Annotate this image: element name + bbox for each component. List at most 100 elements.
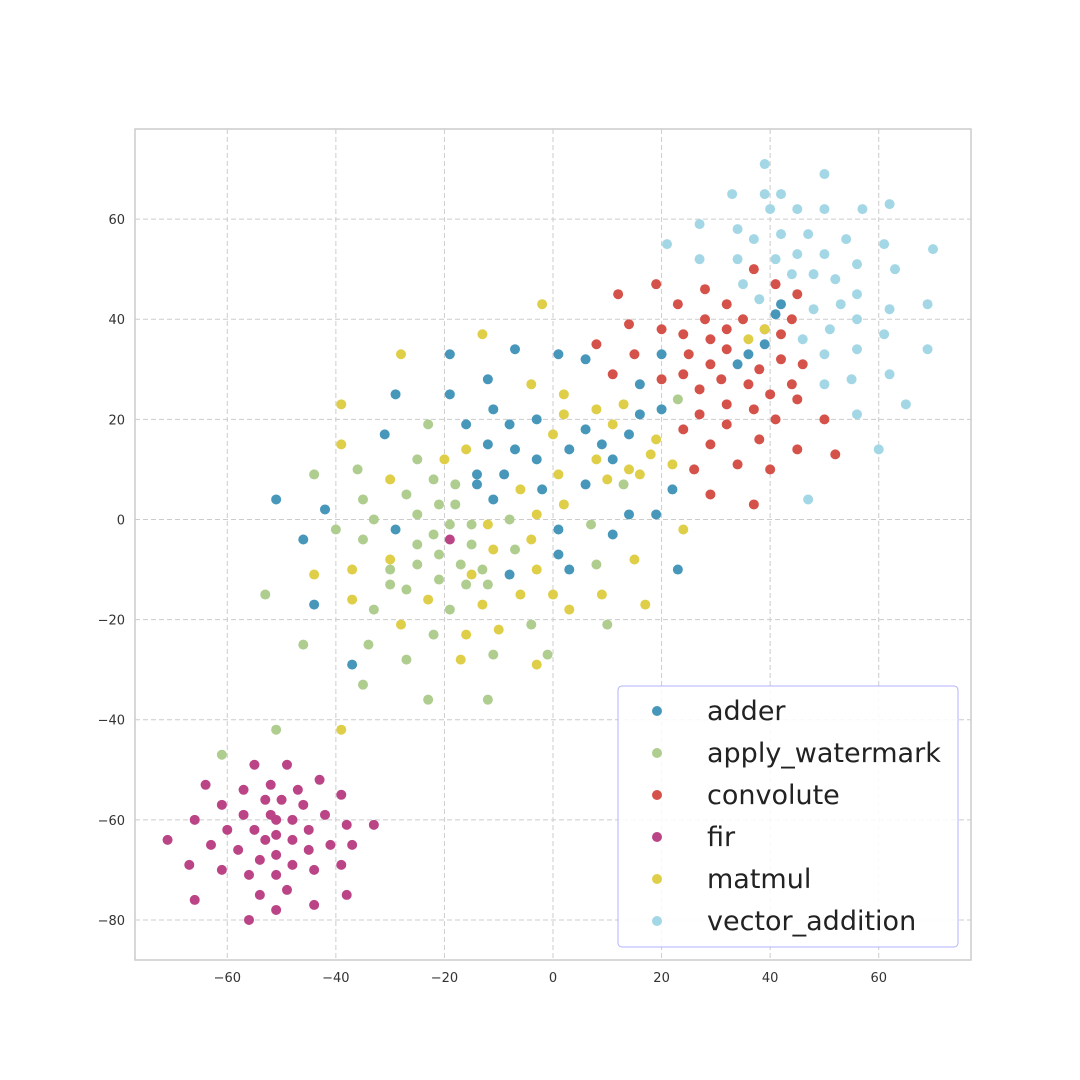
data-point xyxy=(765,204,776,215)
data-point xyxy=(434,549,444,560)
data-point xyxy=(423,594,434,605)
data-point xyxy=(531,454,542,465)
series-adder xyxy=(271,299,786,670)
data-point xyxy=(738,314,748,325)
data-point xyxy=(922,344,933,355)
data-point xyxy=(526,619,537,630)
data-point xyxy=(667,459,678,470)
data-point xyxy=(271,814,282,825)
data-point xyxy=(591,559,602,570)
data-point xyxy=(216,749,227,760)
data-point xyxy=(249,824,260,835)
y-tick-label: 60 xyxy=(108,213,125,228)
data-point xyxy=(808,304,819,315)
x-tick-label: 40 xyxy=(762,971,779,986)
data-point xyxy=(412,539,423,550)
data-point xyxy=(450,479,461,490)
data-point xyxy=(504,419,515,430)
x-tick-label: −40 xyxy=(322,971,349,986)
data-point xyxy=(368,819,379,830)
data-point xyxy=(439,454,450,465)
data-point xyxy=(444,349,455,360)
data-point xyxy=(846,374,857,385)
data-point xyxy=(591,454,602,465)
data-point xyxy=(852,289,862,300)
data-point xyxy=(797,359,808,370)
data-point xyxy=(748,264,759,275)
data-point xyxy=(732,254,743,265)
data-point xyxy=(640,599,651,610)
data-point xyxy=(184,859,195,870)
legend-marker xyxy=(652,874,662,884)
data-point xyxy=(200,779,211,790)
data-point xyxy=(271,724,282,735)
data-point xyxy=(689,464,700,475)
data-point xyxy=(287,814,298,825)
data-point xyxy=(792,249,803,260)
legend-marker xyxy=(652,832,662,842)
data-point xyxy=(607,529,618,540)
legend: adder apply_watermark convolute fir matmul ve… xyxy=(617,685,959,948)
data-point xyxy=(732,224,743,235)
data-point xyxy=(852,314,862,325)
data-point xyxy=(385,564,396,575)
data-point xyxy=(672,564,683,575)
data-point xyxy=(705,439,716,450)
data-point xyxy=(651,279,662,290)
data-point xyxy=(298,799,309,810)
data-point xyxy=(808,269,819,280)
data-point xyxy=(444,604,455,615)
data-point xyxy=(325,839,336,850)
data-point xyxy=(385,554,396,565)
legend-label: apply_watermark xyxy=(707,738,941,769)
data-point xyxy=(309,469,320,480)
data-point xyxy=(526,379,537,390)
data-point xyxy=(368,514,379,525)
data-point xyxy=(776,354,786,365)
axis-ticks: −60 −40 −20 0 20 40 60 −80 −60 −40 −20 0 20 40 60 xyxy=(98,213,887,986)
data-point xyxy=(450,499,461,510)
data-point xyxy=(738,279,748,290)
data-point xyxy=(385,579,396,590)
data-point xyxy=(336,399,347,410)
data-point xyxy=(803,494,814,505)
data-point xyxy=(824,324,835,335)
y-tick-label: 20 xyxy=(108,413,125,428)
data-point xyxy=(819,349,830,360)
data-point xyxy=(309,569,320,580)
data-point xyxy=(271,829,282,840)
data-point xyxy=(743,379,754,390)
data-point xyxy=(558,389,569,400)
data-point xyxy=(537,299,548,310)
data-point xyxy=(759,189,770,200)
data-point xyxy=(260,834,271,845)
data-point xyxy=(537,484,548,495)
data-point xyxy=(624,509,634,520)
data-point xyxy=(341,889,352,900)
data-point xyxy=(754,294,765,305)
x-tick-label: 60 xyxy=(870,971,887,986)
data-point xyxy=(558,409,569,420)
data-point xyxy=(222,824,233,835)
data-point xyxy=(580,479,591,490)
data-point xyxy=(444,519,455,530)
data-point xyxy=(672,394,683,405)
data-point xyxy=(819,204,830,215)
legend-label: matmul xyxy=(707,864,811,895)
data-point xyxy=(260,589,271,600)
data-point xyxy=(624,464,634,475)
data-point xyxy=(900,399,911,410)
data-point xyxy=(803,229,814,240)
data-point xyxy=(396,619,406,630)
data-point xyxy=(401,584,412,595)
data-point xyxy=(841,234,852,245)
series-convolute xyxy=(591,264,841,510)
data-point xyxy=(347,564,358,575)
data-point xyxy=(341,819,352,830)
series-fir xyxy=(162,534,455,925)
data-point xyxy=(493,624,504,635)
data-point xyxy=(835,299,846,310)
legend-label: fir xyxy=(707,822,736,853)
data-point xyxy=(759,159,770,170)
